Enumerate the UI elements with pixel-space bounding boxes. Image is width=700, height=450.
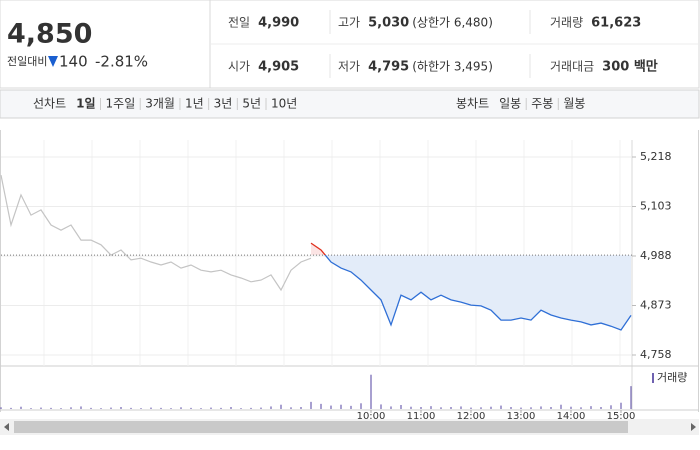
scroll-left[interactable] bbox=[4, 423, 9, 431]
y-tick-label: 4,873 bbox=[640, 299, 672, 312]
legend-label: 거래량 bbox=[657, 371, 687, 384]
y-tick-label: 4,988 bbox=[640, 249, 672, 262]
area-down bbox=[325, 255, 631, 330]
x-tick-label: 10:00 bbox=[357, 411, 386, 422]
stat-label: 거래대금 bbox=[550, 60, 594, 74]
stat-label: 고가 bbox=[338, 16, 360, 30]
stat-value: 61,623 bbox=[591, 16, 641, 31]
x-tick-label: 11:00 bbox=[407, 411, 436, 422]
toolbar-label: 봉차트 bbox=[456, 97, 489, 111]
y-tick-label: 5,218 bbox=[640, 150, 672, 163]
period-button[interactable]: 10년 bbox=[271, 97, 297, 111]
stat-label: 전일 bbox=[228, 16, 250, 30]
toolbar-label: 선차트 bbox=[33, 97, 66, 111]
change: 140 bbox=[59, 53, 88, 71]
candle-button[interactable]: 주봉 bbox=[531, 97, 553, 111]
price: 4,850 bbox=[7, 19, 92, 50]
stat-value: 4,990 bbox=[258, 16, 299, 31]
y-tick-label: 5,103 bbox=[640, 200, 672, 213]
change-rate: -2.81% bbox=[95, 53, 148, 71]
x-tick-label: 15:00 bbox=[607, 411, 636, 422]
stat-value: 4,795 bbox=[368, 60, 409, 75]
period-button[interactable]: 3개월 bbox=[145, 97, 175, 111]
x-tick-label: 13:00 bbox=[507, 411, 536, 422]
y-tick-label: 4,758 bbox=[640, 348, 672, 361]
candle-button[interactable]: 월봉 bbox=[563, 97, 585, 111]
period-button[interactable]: 1일 bbox=[76, 97, 95, 111]
stat-note: (상한가 6,480) bbox=[412, 16, 493, 30]
stat-value: 5,030 bbox=[368, 16, 409, 31]
legend-swatch bbox=[652, 373, 654, 383]
stat-label: 시가 bbox=[228, 60, 250, 74]
prev-line bbox=[0, 174, 312, 292]
period-button[interactable]: 5년 bbox=[242, 97, 261, 111]
candle-button[interactable]: 일봉 bbox=[499, 97, 521, 111]
stat-value: 300 백만 bbox=[602, 59, 658, 75]
stat-label: 저가 bbox=[338, 60, 360, 74]
period-button[interactable]: 1주일 bbox=[106, 97, 136, 111]
period-button[interactable]: 3년 bbox=[214, 97, 233, 111]
scroll-right[interactable] bbox=[691, 423, 696, 431]
toolbar bbox=[0, 89, 700, 119]
x-tick-label: 14:00 bbox=[557, 411, 586, 422]
stat-value: 4,905 bbox=[258, 60, 299, 75]
period-button[interactable]: 1년 bbox=[185, 97, 204, 111]
change-label: 전일대비 bbox=[7, 54, 47, 68]
stat-label: 거래량 bbox=[550, 16, 583, 30]
stat-note: (하한가 3,495) bbox=[412, 60, 493, 74]
scroll-thumb[interactable] bbox=[14, 421, 628, 433]
down-arrow bbox=[48, 56, 58, 67]
price-line bbox=[324, 255, 632, 331]
x-tick-label: 12:00 bbox=[457, 411, 486, 422]
